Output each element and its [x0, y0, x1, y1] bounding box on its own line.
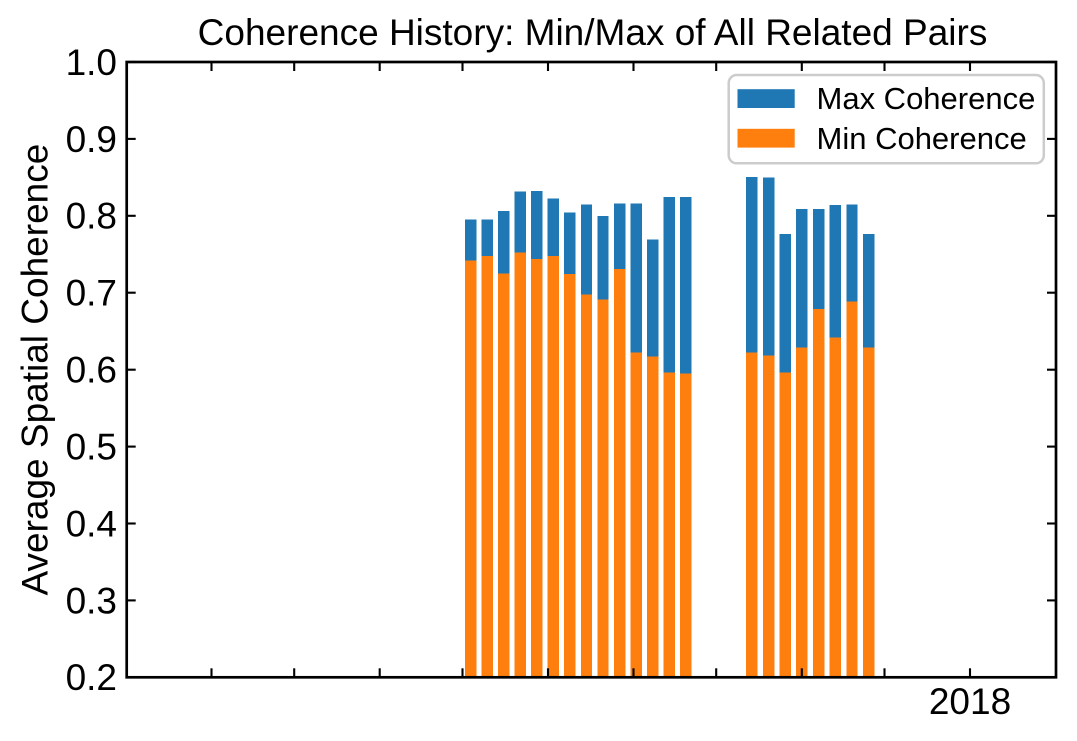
svg-text:Average Spatial Coherence: Average Spatial Coherence	[15, 144, 56, 596]
svg-text:Coherence History: Min/Max of: Coherence History: Min/Max of All Relate…	[198, 12, 988, 53]
svg-text:0.3: 0.3	[66, 580, 117, 621]
svg-text:0.8: 0.8	[66, 196, 117, 237]
svg-text:Max Coherence: Max Coherence	[817, 81, 1036, 116]
svg-text:Min Coherence: Min Coherence	[817, 121, 1027, 156]
svg-text:0.7: 0.7	[66, 273, 117, 314]
svg-text:2018: 2018	[929, 681, 1011, 722]
svg-text:0.6: 0.6	[66, 350, 117, 391]
svg-text:1.0: 1.0	[66, 42, 117, 83]
svg-text:0.2: 0.2	[66, 657, 117, 698]
svg-text:0.9: 0.9	[66, 119, 117, 160]
svg-text:0.4: 0.4	[66, 503, 117, 544]
svg-text:0.5: 0.5	[66, 427, 117, 468]
